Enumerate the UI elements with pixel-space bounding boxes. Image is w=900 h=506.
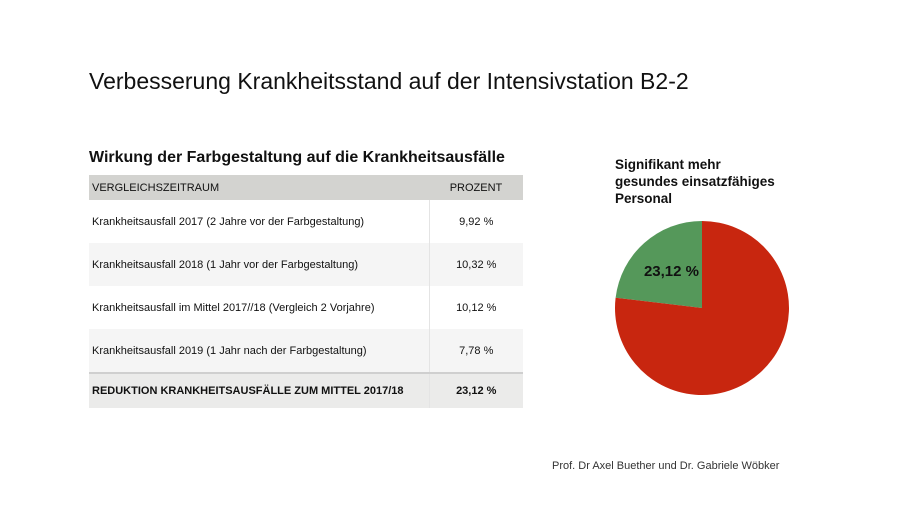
row-label: Krankheitsausfall 2019 (1 Jahr nach der … [89, 329, 429, 373]
pie-slice [615, 221, 702, 308]
row-label: Krankheitsausfall 2018 (1 Jahr vor der F… [89, 243, 429, 286]
pie-title-line: Personal [615, 191, 673, 206]
table-row: Krankheitsausfall 2018 (1 Jahr vor der F… [89, 243, 523, 286]
table-row: Krankheitsausfall im Mittel 2017//18 (Ve… [89, 286, 523, 329]
header-percent: PROZENT [429, 175, 523, 200]
row-value: 7,78 % [428, 329, 523, 373]
table-row: Krankheitsausfall 2017 (2 Jahre vor der … [89, 200, 523, 243]
pie-chart: 23,12 % [615, 221, 789, 395]
table-title: Wirkung der Farbgestaltung auf die Krank… [89, 149, 505, 166]
row-label: Krankheitsausfall 2017 (2 Jahre vor der … [92, 215, 365, 228]
slide-title: Verbesserung Krankheitsstand auf der Int… [89, 68, 689, 94]
pie-title-line: gesundes einsatzfähiges [615, 174, 775, 189]
row-value: 10,32 % [428, 243, 523, 286]
table-row: Krankheitsausfall 2019 (1 Jahr nach der … [89, 329, 523, 373]
results-table: VERGLEICHSZEITRAUM PROZENT Krankheitsausf… [89, 175, 523, 408]
row-value: 10,12 % [428, 286, 523, 329]
total-value: 23,12 % [428, 372, 523, 408]
pie-slice-label: 23,12 % [644, 263, 699, 280]
total-row: REDUKTION KRANKHEITSAUSFÄLLE ZUM MITTEL … [89, 372, 523, 408]
pie-title-line: Signifikant mehr [615, 157, 721, 172]
pie-slice [615, 221, 789, 395]
row-value: 9,92 % [428, 200, 523, 243]
total-label: REDUKTION KRANKHEITSAUSFÄLLE ZUM MITTEL … [89, 372, 429, 408]
row-label: Krankheitsausfall im Mittel 2017//18 (Ve… [92, 301, 375, 314]
pie-title: Signifikant mehr gesundes einsatzfähiges… [615, 156, 815, 207]
table-header: VERGLEICHSZEITRAUM PROZENT [89, 175, 523, 200]
header-period: VERGLEICHSZEITRAUM [89, 175, 429, 200]
credit: Prof. Dr Axel Buether und Dr. Gabriele W… [552, 460, 780, 472]
